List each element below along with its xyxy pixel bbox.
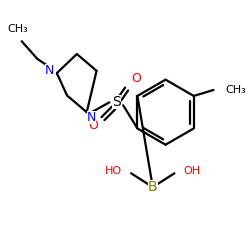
Text: CH₃: CH₃ bbox=[225, 85, 246, 95]
Text: OH: OH bbox=[183, 166, 200, 176]
Text: HO: HO bbox=[105, 166, 122, 176]
Text: CH₃: CH₃ bbox=[7, 24, 28, 34]
Text: N: N bbox=[44, 64, 54, 77]
Text: O: O bbox=[131, 72, 141, 85]
Text: B: B bbox=[148, 180, 158, 194]
Text: S: S bbox=[112, 95, 121, 109]
Text: N: N bbox=[87, 110, 96, 124]
Text: O: O bbox=[89, 120, 99, 132]
